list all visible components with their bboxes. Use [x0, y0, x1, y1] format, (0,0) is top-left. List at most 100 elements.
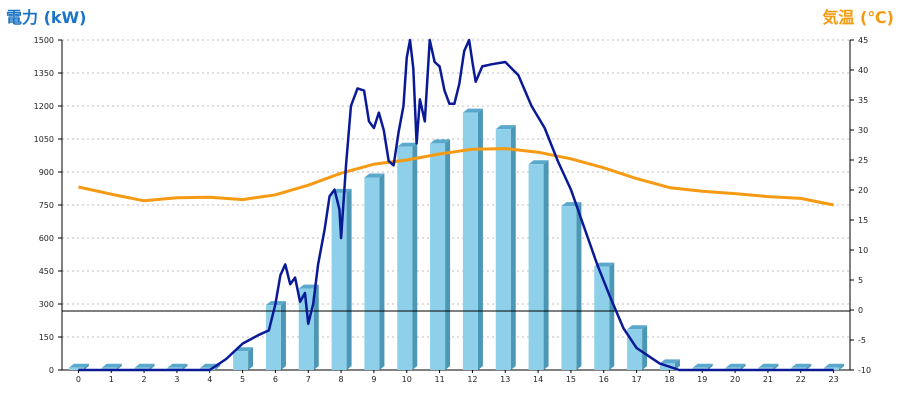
right-tick-label: 0 — [858, 306, 863, 315]
power-bar-side — [674, 359, 680, 370]
right-tick-label: 45 — [858, 36, 868, 45]
power-bar-side — [609, 262, 615, 370]
left-tick-label: 900 — [39, 168, 54, 177]
power-bar-side — [707, 363, 713, 370]
left-tick-label: 1200 — [34, 102, 54, 111]
power-bar-top — [68, 363, 89, 368]
x-tick-label: 6 — [273, 375, 278, 384]
x-tick-label: 1 — [109, 375, 114, 384]
right-tick-label: 30 — [858, 126, 868, 135]
power-bar-face — [397, 146, 413, 370]
x-tick-label: 13 — [500, 375, 510, 384]
power-bar-side — [740, 363, 746, 370]
x-tick-label: 11 — [434, 375, 444, 384]
power-bar-side — [116, 363, 122, 370]
power-bar-face — [528, 164, 544, 370]
power-bar-top — [331, 188, 352, 193]
power-bar — [397, 142, 418, 370]
power-bar — [528, 160, 549, 370]
power-bar-side — [839, 363, 845, 370]
power-bar-face — [331, 192, 347, 370]
power-bar-side — [806, 363, 812, 370]
x-tick-label: 17 — [631, 375, 641, 384]
power-bar-top — [430, 139, 451, 144]
right-tick-label: 10 — [858, 246, 868, 255]
power-bar-side — [642, 325, 648, 370]
power-bar-side — [773, 363, 779, 370]
power-bar-face — [265, 305, 281, 370]
power-bar-top — [397, 142, 418, 147]
left-tick-label: 150 — [39, 333, 54, 342]
power-bar-top — [758, 363, 779, 368]
power-bar-top — [134, 363, 155, 368]
power-bar-face — [430, 143, 446, 370]
x-tick-label: 20 — [730, 375, 740, 384]
right-tick-label: 5 — [858, 276, 863, 285]
power-bar-top — [495, 125, 516, 130]
power-bar-top — [528, 160, 549, 165]
left-tick-label: 600 — [39, 234, 54, 243]
power-bar — [265, 301, 286, 370]
power-bar-side — [445, 139, 451, 370]
power-bar-top — [594, 262, 615, 267]
power-bar-top — [725, 363, 746, 368]
right-tick-label: 25 — [858, 156, 868, 165]
temperature-line — [78, 147, 834, 207]
power-bar — [561, 202, 582, 370]
x-tick-label: 10 — [402, 375, 412, 384]
power-bar-face — [364, 177, 380, 370]
x-tick-label: 0 — [76, 375, 81, 384]
power-bar — [430, 139, 451, 370]
x-tick-label: 2 — [142, 375, 147, 384]
power-bar-face — [233, 351, 249, 370]
x-tick-label: 7 — [306, 375, 311, 384]
x-tick-label: 16 — [599, 375, 609, 384]
x-tick-label: 15 — [566, 375, 576, 384]
power-bar-face — [462, 112, 478, 370]
left-tick-label: 1350 — [34, 69, 54, 78]
right-tick-label: 20 — [858, 186, 868, 195]
left-tick-label: 300 — [39, 300, 54, 309]
power-bar-top — [462, 108, 483, 113]
power-bar-top — [791, 363, 812, 368]
power-bar-top — [659, 359, 680, 364]
power-bar-side — [477, 108, 483, 370]
x-tick-label: 12 — [467, 375, 477, 384]
power-bar-side — [576, 202, 582, 370]
power-bar-top — [167, 363, 188, 368]
left-axis-title: 電力 (kW) — [6, 8, 87, 27]
left-tick-label: 1500 — [34, 36, 54, 45]
power-bar-side — [215, 363, 221, 370]
power-bar-side — [379, 173, 385, 370]
x-tick-label: 9 — [371, 375, 376, 384]
x-tick-label: 21 — [763, 375, 773, 384]
power-bar-side — [412, 142, 418, 370]
right-tick-label: 40 — [858, 66, 868, 75]
right-tick-label: -5 — [858, 336, 866, 345]
right-tick-label: 35 — [858, 96, 868, 105]
power-bar-face — [561, 206, 577, 370]
x-tick-label: 19 — [697, 375, 707, 384]
power-bar-side — [83, 363, 89, 370]
x-tick-label: 5 — [240, 375, 245, 384]
power-bar — [68, 363, 89, 370]
power-bar-face — [495, 129, 511, 370]
power-bar-face — [298, 288, 314, 370]
power-bar-side — [182, 363, 188, 370]
power-bar — [594, 262, 615, 370]
left-tick-label: 1050 — [34, 135, 54, 144]
power-bar-side — [280, 301, 286, 370]
power-line — [78, 38, 834, 372]
left-tick-label: 750 — [39, 201, 54, 210]
right-tick-label: -10 — [858, 366, 871, 375]
power-bar-side — [313, 284, 319, 370]
x-tick-label: 3 — [174, 375, 179, 384]
left-tick-label: 450 — [39, 267, 54, 276]
left-tick-label: 0 — [49, 366, 54, 375]
power-bar-side — [510, 125, 516, 370]
power-bar-side — [346, 188, 352, 370]
power-bar-side — [543, 160, 549, 370]
power-bar — [495, 125, 516, 370]
x-tick-label: 18 — [664, 375, 674, 384]
